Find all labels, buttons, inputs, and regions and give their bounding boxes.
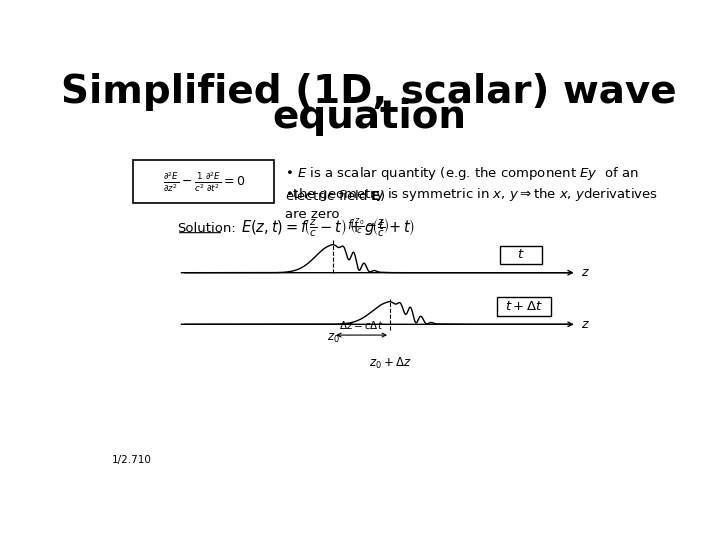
Text: •the geometry is symmetric in $x$, $y\Rightarrow$the $x$, $y$derivatives
are zer: •the geometry is symmetric in $x$, $y\Ri… [285, 186, 658, 221]
Text: Simplified (1D, scalar) wave: Simplified (1D, scalar) wave [61, 73, 677, 111]
Text: $f\!\left(\frac{z_0}{c}-t\right)$: $f\!\left(\frac{z_0}{c}-t\right)$ [347, 217, 390, 236]
Text: $E(z,t) = f\!\left(\frac{z}{c}-t\right)+g\!\left(\frac{z}{c}+t\right)$: $E(z,t) = f\!\left(\frac{z}{c}-t\right)+… [241, 218, 415, 239]
Text: $t$: $t$ [517, 248, 525, 261]
Text: $\Delta z = c\Delta t$: $\Delta z = c\Delta t$ [339, 319, 384, 331]
Text: $z_0 + \Delta z$: $z_0 + \Delta z$ [369, 356, 411, 371]
FancyBboxPatch shape [500, 246, 542, 264]
Text: $z$: $z$ [580, 318, 590, 331]
Text: Solution:: Solution: [177, 222, 235, 235]
Text: $t+\Delta t$: $t+\Delta t$ [505, 300, 543, 313]
Text: $z$: $z$ [580, 266, 590, 279]
Text: $z_0$: $z_0$ [327, 332, 340, 345]
Text: equation: equation [272, 98, 466, 136]
Text: 1/2.710: 1/2.710 [112, 455, 152, 465]
Text: • $E$ is a scalar quantity (e.g. the component $Ey$  of an
electric field $\math: • $E$ is a scalar quantity (e.g. the com… [285, 165, 639, 203]
FancyBboxPatch shape [133, 160, 274, 204]
Text: $\frac{\partial^2 E}{\partial z^2} - \frac{1}{c^2}\frac{\partial^2 E}{\partial t: $\frac{\partial^2 E}{\partial z^2} - \fr… [163, 170, 245, 194]
FancyBboxPatch shape [497, 298, 551, 316]
